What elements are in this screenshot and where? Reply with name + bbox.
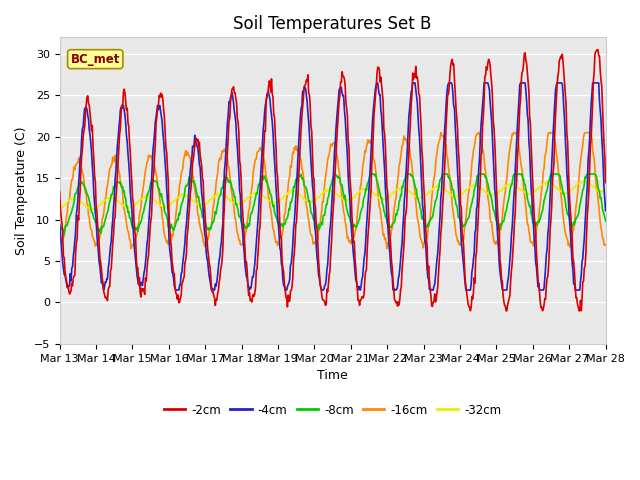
Text: BC_met: BC_met	[70, 53, 120, 66]
Legend: -2cm, -4cm, -8cm, -16cm, -32cm: -2cm, -4cm, -8cm, -16cm, -32cm	[159, 399, 506, 421]
X-axis label: Time: Time	[317, 369, 348, 382]
Title: Soil Temperatures Set B: Soil Temperatures Set B	[234, 15, 432, 33]
Y-axis label: Soil Temperature (C): Soil Temperature (C)	[15, 126, 28, 255]
